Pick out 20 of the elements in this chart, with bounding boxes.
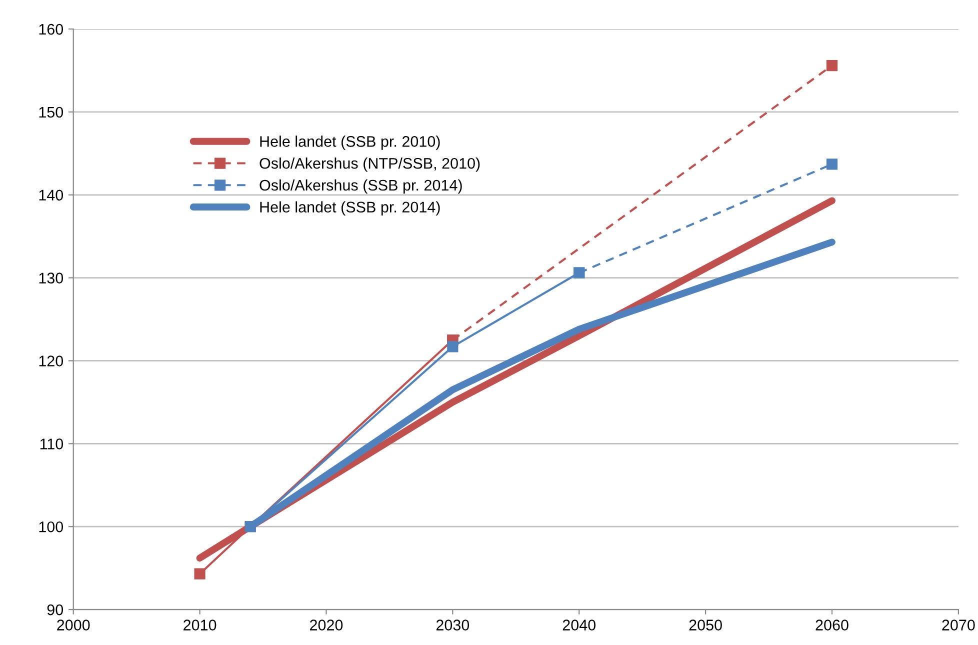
x-tick-label: 2030 — [436, 620, 470, 630]
x-tick-label: 2050 — [689, 620, 722, 630]
legend-label: Hele landet (SSB pr. 2014) — [260, 201, 440, 216]
y-tick-label: 140 — [39, 190, 64, 201]
x-tick-label: 2060 — [816, 620, 848, 630]
x-tick-label: 2040 — [562, 620, 596, 630]
y-tick-label: 90 — [47, 604, 64, 616]
y-tick-label: 120 — [39, 356, 64, 366]
legend-label: Hele landet (SSB pr. 2010) — [260, 136, 440, 150]
x-tick-label: 2020 — [310, 620, 343, 630]
y-tick-label: 130 — [39, 272, 64, 284]
y-tick-label: 110 — [40, 438, 64, 450]
y-tick-label: 100 — [39, 521, 64, 532]
y-tick-label: 160 — [39, 24, 64, 35]
x-tick-label: 2000 — [57, 620, 90, 630]
x-tick-label: 2070 — [942, 620, 975, 630]
x-tick-label: 2010 — [184, 620, 216, 630]
legend-label: Oslo/Akershus (SSB pr. 2014) — [260, 179, 462, 194]
y-tick-label: 150 — [39, 106, 64, 118]
legend-label: Oslo/Akershus (NTP/SSB, 2010) — [260, 158, 480, 172]
